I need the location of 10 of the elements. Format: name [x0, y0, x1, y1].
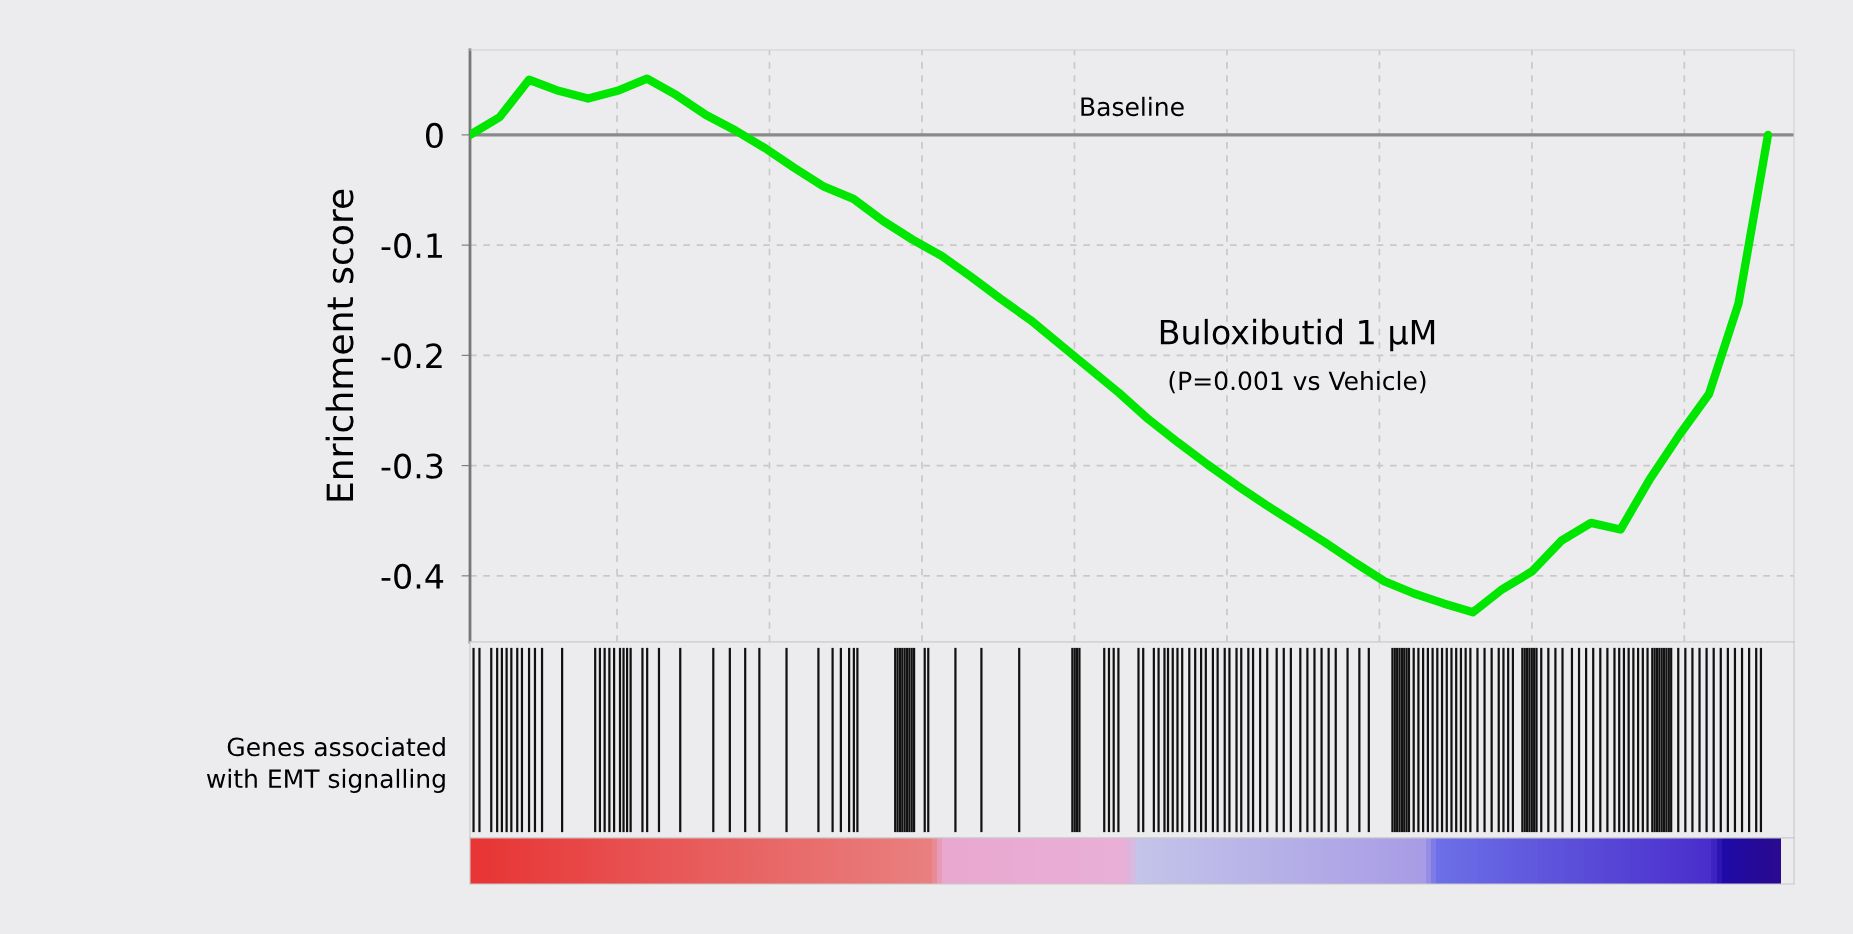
y-tick-label: -0.4	[381, 563, 444, 589]
y-axis-title: Enrichment score	[325, 189, 354, 501]
y-tick-label: -0.1	[381, 233, 442, 259]
annotation: (P=0.001 vs Vehicle)	[1169, 370, 1426, 394]
y-tick-label: -0.2	[381, 343, 442, 369]
y-tick-label: -0.3	[381, 453, 443, 479]
ref-line-label: Baseline	[1081, 96, 1184, 117]
y-tick-label: 0	[425, 122, 443, 149]
text: Genes associated with EMT signalling	[206, 737, 445, 793]
series-label: Buloxibutid 1 µM	[1160, 318, 1435, 352]
